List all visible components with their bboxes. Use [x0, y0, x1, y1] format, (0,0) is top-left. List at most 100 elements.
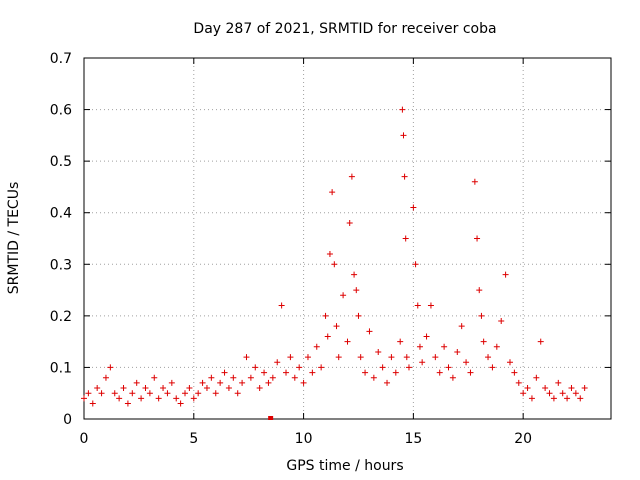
data-point: [568, 385, 575, 392]
x-tick-label: 20: [514, 431, 532, 447]
data-point: [256, 385, 263, 392]
data-point: [195, 390, 202, 397]
data-point: [441, 343, 448, 350]
data-point: [225, 385, 232, 392]
data-points: [81, 106, 588, 420]
data-point: [239, 379, 246, 386]
data-point: [164, 390, 171, 397]
data-point: [366, 328, 373, 335]
data-point: [524, 385, 531, 392]
x-tick-labels: 0 5 10 15 20: [80, 431, 533, 447]
data-point: [410, 204, 417, 211]
data-point: [116, 395, 123, 402]
data-point: [550, 395, 557, 402]
data-point: [111, 390, 118, 397]
data-point: [414, 302, 421, 309]
data-point: [107, 364, 114, 371]
data-point: [199, 379, 206, 386]
data-point: [515, 379, 522, 386]
data-point: [322, 312, 329, 319]
data-point: [146, 390, 153, 397]
data-point: [160, 385, 167, 392]
data-point: [412, 261, 419, 268]
data-point: [480, 338, 487, 345]
data-point: [247, 374, 254, 381]
data-point: [326, 250, 333, 257]
data-point: [124, 400, 131, 407]
data-point: [362, 369, 369, 376]
data-point: [81, 395, 87, 402]
data-point: [265, 379, 272, 386]
data-point: [335, 354, 342, 361]
data-point: [463, 359, 470, 366]
data-point: [243, 354, 250, 361]
data-point: [329, 189, 336, 196]
data-point: [423, 333, 430, 340]
data-point: [168, 379, 175, 386]
data-point: [346, 220, 353, 227]
data-point: [217, 379, 224, 386]
data-point: [283, 369, 290, 376]
data-point: [458, 323, 465, 330]
data-point: [485, 354, 492, 361]
data-point: [445, 364, 452, 371]
data-point: [230, 374, 237, 381]
data-point: [388, 354, 395, 361]
data-point: [474, 235, 481, 242]
data-point: [357, 354, 364, 361]
data-point: [212, 390, 219, 397]
data-point: [309, 369, 316, 376]
data-point: [274, 359, 281, 366]
outlier-point: [268, 416, 274, 420]
y-tick-label: 0: [63, 412, 72, 428]
data-point: [467, 369, 474, 376]
data-point: [353, 287, 360, 294]
data-point: [370, 374, 377, 381]
data-point: [98, 390, 105, 397]
data-point: [489, 364, 496, 371]
data-point: [348, 173, 355, 180]
data-point: [208, 374, 215, 381]
data-point: [182, 390, 189, 397]
data-point: [537, 338, 544, 345]
data-point: [89, 400, 96, 407]
data-point: [324, 333, 331, 340]
data-point: [577, 395, 584, 402]
data-point: [506, 359, 513, 366]
y-tick-label: 0.6: [50, 103, 72, 119]
y-tick-label: 0.7: [50, 51, 72, 67]
gridlines: [84, 58, 611, 419]
data-point: [511, 369, 518, 376]
data-point: [564, 395, 571, 402]
data-point: [318, 364, 325, 371]
data-point: [291, 374, 298, 381]
x-tick-label: 10: [295, 431, 313, 447]
data-point: [234, 390, 241, 397]
data-point: [351, 271, 358, 278]
y-tick-label: 0.4: [50, 206, 72, 222]
x-tick-label: 15: [404, 431, 422, 447]
y-tick-label: 0.3: [50, 257, 72, 273]
data-point: [405, 364, 412, 371]
data-point: [493, 343, 500, 350]
data-point: [173, 395, 180, 402]
data-point: [449, 374, 456, 381]
data-point: [419, 359, 426, 366]
data-point: [151, 374, 158, 381]
data-point: [120, 385, 127, 392]
data-point: [432, 354, 439, 361]
data-point: [528, 395, 535, 402]
data-point: [340, 292, 347, 299]
data-point: [138, 395, 145, 402]
data-point: [581, 385, 588, 392]
axis-ticks: [83, 57, 611, 420]
data-point: [533, 374, 540, 381]
data-point: [300, 379, 307, 386]
data-point: [355, 312, 362, 319]
data-point: [142, 385, 149, 392]
y-tick-label: 0.1: [50, 360, 72, 376]
data-point: [542, 385, 549, 392]
data-point: [403, 354, 410, 361]
data-point: [546, 390, 553, 397]
data-point: [287, 354, 294, 361]
